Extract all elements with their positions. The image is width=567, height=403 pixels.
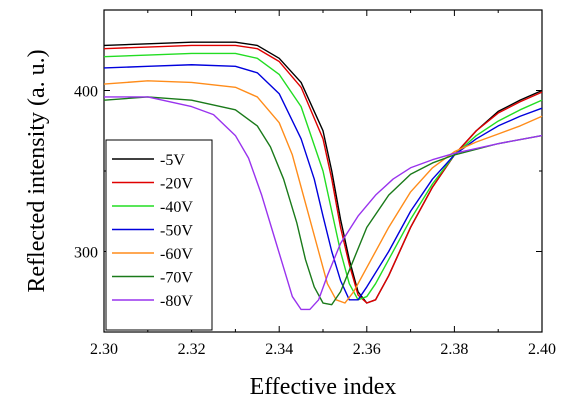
series-layer — [103, 41, 543, 311]
series-line-5 — [103, 96, 543, 306]
series-line-6 — [104, 96, 543, 311]
legend-label-6: -80V — [160, 293, 193, 310]
legend-label-0: -5V — [160, 152, 185, 169]
legend: -5V -20V -40V -50V -60V -70V -80V — [105, 139, 213, 331]
x-axis-title: Effective index — [250, 374, 397, 400]
x-tick-label-5: 2.40 — [528, 341, 556, 358]
y-tick-label-0: 300 — [74, 245, 98, 262]
legend-label-2: -40V — [160, 199, 193, 216]
x-tick-label-2: 2.34 — [265, 341, 293, 358]
x-tick-label-3: 2.36 — [353, 341, 381, 358]
legend-label-1: -20V — [160, 176, 193, 193]
y-tick-label-1: 400 — [74, 84, 98, 101]
x-tick-label-0: 2.30 — [90, 341, 118, 358]
legend-label-3: -50V — [160, 223, 193, 240]
series-line-4 — [103, 80, 543, 304]
legend-box — [105, 139, 213, 331]
y-axis-title: Reflected intensity (a. u.) — [24, 49, 50, 292]
x-tick-label-1: 2.32 — [178, 341, 206, 358]
legend-label-4: -60V — [160, 246, 193, 263]
legend-label-5: -70V — [160, 270, 193, 287]
series-line-1 — [103, 44, 543, 304]
ticks-layer: 2.30 2.32 2.34 2.36 2.38 2.40 300 400 — [74, 9, 556, 358]
x-tick-label-4: 2.38 — [440, 341, 468, 358]
